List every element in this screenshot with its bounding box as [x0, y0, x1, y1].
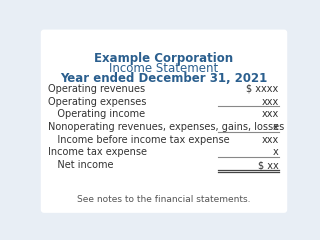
Text: $ xx: $ xx [258, 160, 279, 170]
Text: Year ended December 31, 2021: Year ended December 31, 2021 [60, 72, 268, 85]
Text: xxx: xxx [261, 96, 279, 107]
Text: Operating revenues: Operating revenues [48, 84, 145, 94]
Text: Operating income: Operating income [48, 109, 145, 119]
Text: x: x [273, 122, 279, 132]
FancyBboxPatch shape [41, 30, 287, 213]
Text: Income tax expense: Income tax expense [48, 147, 147, 157]
Text: xxx: xxx [261, 135, 279, 145]
Text: Income Statement: Income Statement [109, 62, 219, 75]
Text: See notes to the financial statements.: See notes to the financial statements. [77, 195, 251, 204]
Text: Example Corporation: Example Corporation [94, 52, 234, 65]
Text: xxx: xxx [261, 109, 279, 119]
Text: x: x [273, 147, 279, 157]
Text: Income before income tax expense: Income before income tax expense [48, 135, 229, 145]
Text: Nonoperating revenues, expenses, gains, losses: Nonoperating revenues, expenses, gains, … [48, 122, 284, 132]
Text: Operating expenses: Operating expenses [48, 96, 146, 107]
Text: Net income: Net income [48, 160, 113, 170]
Text: $ xxxx: $ xxxx [246, 84, 279, 94]
